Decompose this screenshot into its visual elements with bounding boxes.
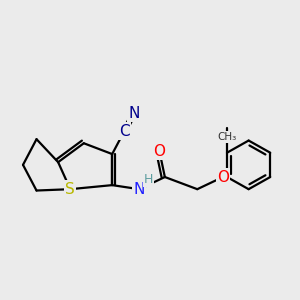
- Text: CH₃: CH₃: [218, 132, 237, 142]
- Text: H: H: [144, 173, 153, 186]
- Text: O: O: [154, 144, 166, 159]
- Text: N: N: [134, 182, 145, 197]
- Text: S: S: [65, 182, 75, 197]
- Text: N: N: [128, 106, 140, 121]
- Text: C: C: [119, 124, 130, 139]
- Text: O: O: [217, 169, 229, 184]
